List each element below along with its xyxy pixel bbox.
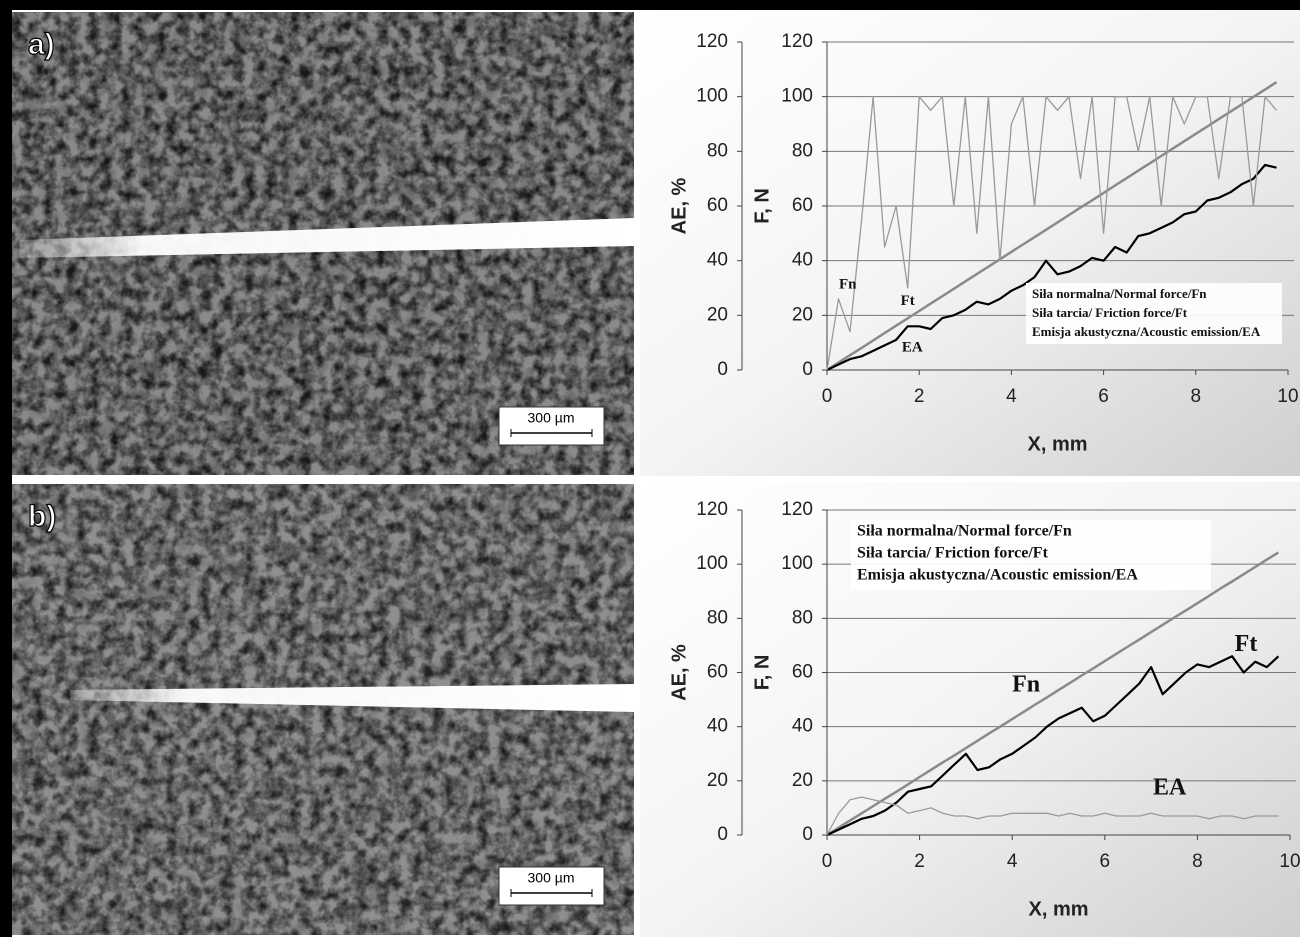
y2-axis-label: AE, % [668,644,690,701]
micrograph [12,12,634,475]
panel-label: a) [28,28,55,61]
legend-entry: Emisja akustyczna/Acoustic emission/EA [1032,324,1261,339]
y2-tick-label: 100 [696,86,728,107]
legend-entry: Siła normalna/Normal force/Fn [1032,286,1207,301]
y-tick-label: 0 [802,824,813,845]
x-tick-label: 8 [1191,386,1202,407]
separator [12,476,1300,482]
x-tick-label: 10 [1277,386,1298,407]
legend-entry: Siła tarcia/ Friction force/Ft [1032,305,1188,320]
figure: a)300 µmb)300 µm020406080100120020406080… [0,0,1300,937]
y2-tick-label: 100 [696,553,728,574]
y2-tick-label: 40 [707,250,728,271]
y2-tick-label: 80 [707,607,728,628]
y2-tick-label: 80 [707,140,728,161]
x-axis-label: X, mm [1027,433,1087,455]
x-tick-label: 2 [914,851,925,872]
y2-tick-label: 120 [696,31,728,52]
y-tick-label: 120 [781,31,813,52]
x-tick-label: 6 [1100,851,1111,872]
scale-bar-label: 300 µm [528,410,575,426]
y-axis-label: F, N [751,188,773,224]
scale-bar-label: 300 µm [528,870,575,886]
y2-tick-label: 0 [717,359,728,380]
x-tick-label: 4 [1006,386,1017,407]
y-tick-label: 60 [792,195,813,216]
y-tick-label: 60 [792,662,813,683]
x-tick-label: 2 [914,386,925,407]
legend-entry: Siła tarcia/ Friction force/Ft [857,545,1049,562]
panel-label: b) [28,500,56,533]
y2-axis-label: AE, % [668,177,690,234]
y-tick-label: 40 [792,716,813,737]
y-tick-label: 100 [781,553,813,574]
x-tick-label: 0 [822,386,833,407]
y2-tick-label: 20 [707,770,728,791]
frame [0,0,1300,10]
y-tick-label: 20 [792,304,813,325]
annotation: EA [902,340,923,356]
separator [634,10,640,937]
y-tick-label: 20 [792,770,813,791]
annotation: Ft [1235,631,1258,657]
y2-tick-label: 20 [707,304,728,325]
y2-tick-label: 60 [707,195,728,216]
y-tick-label: 80 [792,140,813,161]
y2-tick-label: 0 [717,824,728,845]
frame [0,0,12,937]
legend-entry: Emisja akustyczna/Acoustic emission/EA [857,567,1138,584]
x-tick-label: 0 [822,851,833,872]
annotation: Ft [901,293,915,309]
y-tick-label: 40 [792,250,813,271]
annotation: EA [1153,774,1187,800]
x-axis-label: X, mm [1028,898,1088,920]
y2-tick-label: 120 [696,499,728,520]
x-tick-label: 8 [1192,851,1203,872]
legend-entry: Siła normalna/Normal force/Fn [857,523,1072,540]
y-tick-label: 80 [792,607,813,628]
y2-tick-label: 40 [707,716,728,737]
x-tick-label: 10 [1279,851,1300,872]
x-tick-label: 4 [1007,851,1018,872]
annotation: Fn [1012,672,1040,698]
annotation: Fn [839,277,857,293]
y-tick-label: 120 [781,499,813,520]
y-axis-label: F, N [751,655,773,691]
y-tick-label: 0 [802,359,813,380]
y2-tick-label: 60 [707,662,728,683]
x-tick-label: 6 [1098,386,1109,407]
y-tick-label: 100 [781,86,813,107]
